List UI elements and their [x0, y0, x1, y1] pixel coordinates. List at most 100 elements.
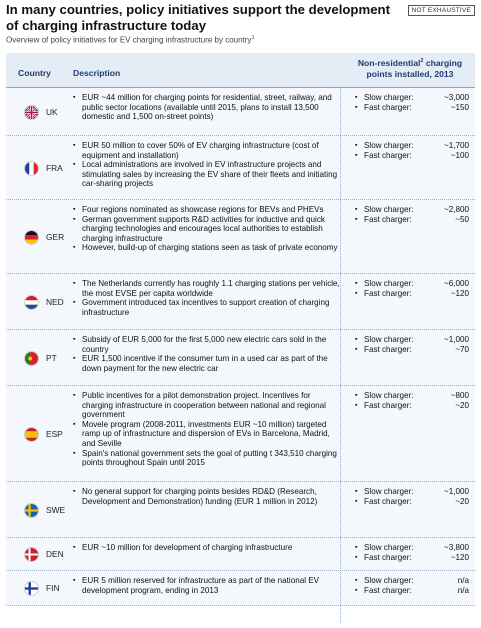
slow-charger-label: Slow charger:: [364, 487, 414, 496]
policy-bullet: The Netherlands currently has roughly 1.…: [73, 279, 343, 298]
table-row: PT Subsidy of EUR 5,000 for the first 5,0…: [6, 330, 475, 386]
policy-bullet: German government supports R&D activitie…: [73, 215, 343, 244]
slow-charger-label: Slow charger:: [364, 391, 414, 400]
column-divider: [340, 87, 341, 623]
table-row: SWE No general support for charging point…: [6, 482, 475, 538]
charging-points-list: Slow charger: n/a Fast charger: n/a: [355, 576, 473, 595]
slow-charger-label: Slow charger:: [364, 279, 414, 288]
country-code: DEN: [46, 549, 64, 559]
france-flag-icon: [24, 161, 39, 176]
fast-charger-label: Fast charger:: [364, 102, 412, 112]
table-row: GER Four regions nominated as showcase re…: [6, 200, 475, 274]
charging-points-list: Slow charger: ~2,800 Fast charger: ~50: [355, 205, 473, 224]
slow-charger-value: ~1,000: [444, 487, 469, 496]
policy-bullet: Movele program (2008-2011, investments E…: [73, 420, 343, 449]
slow-charger-item: Slow charger: n/a: [355, 576, 473, 586]
policy-bullet: Public incentives for a pilot demonstrat…: [73, 391, 343, 420]
fast-charger-value: ~120: [450, 288, 469, 298]
header-description: Description: [73, 68, 121, 78]
fast-charger-item: Fast charger: ~50: [355, 215, 473, 225]
page-title: In many countries, policy initiatives su…: [6, 2, 390, 33]
policy-description-list: Public incentives for a pilot demonstrat…: [73, 391, 343, 468]
country-code: FIN: [46, 583, 60, 593]
slow-charger-value: ~800: [450, 391, 469, 400]
policy-description-list: No general support for charging points b…: [73, 487, 343, 506]
fast-charger-item: Fast charger: ~120: [355, 553, 473, 563]
slow-charger-label: Slow charger:: [364, 576, 414, 585]
slow-charger-label: Slow charger:: [364, 93, 414, 102]
fast-charger-label: Fast charger:: [364, 552, 412, 562]
policy-bullet: Spain's national government sets the goa…: [73, 449, 343, 468]
country-code: UK: [46, 107, 58, 117]
policy-description-list: Subsidy of EUR 5,000 for the first 5,000…: [73, 335, 343, 373]
slow-charger-value: ~3,800: [444, 543, 469, 552]
header-points-a: Non-residential: [357, 57, 421, 68]
fast-charger-label: Fast charger:: [364, 496, 412, 506]
policy-bullet: Subsidy of EUR 5,000 for the first 5,000…: [73, 335, 343, 354]
charging-points-list: Slow charger: ~800 Fast charger: ~20: [355, 391, 473, 410]
policy-description-list: EUR 50 million to cover 50% of EV chargi…: [73, 141, 343, 189]
fast-charger-item: Fast charger: ~100: [355, 151, 473, 161]
policy-bullet: EUR 1,500 incentive if the consumer turn…: [73, 354, 343, 373]
fast-charger-value: ~70: [455, 344, 469, 354]
charging-points-list: Slow charger: ~1,000 Fast charger: ~70: [355, 335, 473, 354]
header-points-b: charging points installed, 2013: [366, 57, 463, 79]
netherlands-flag-icon: [24, 295, 39, 310]
slow-charger-item: Slow charger: ~1,700: [355, 141, 473, 151]
policy-bullet: However, build-up of charging stations s…: [73, 243, 343, 253]
denmark-flag-icon: [24, 547, 39, 562]
portugal-flag-icon: [24, 351, 39, 366]
charging-points-list: Slow charger: ~3,000 Fast charger: ~150: [355, 93, 473, 112]
fast-charger-value: ~100: [450, 150, 469, 160]
fast-charger-item: Fast charger: ~20: [355, 401, 473, 411]
policy-table: Country Description Non-residential2 cha…: [6, 53, 475, 606]
fast-charger-value: ~150: [450, 102, 469, 112]
table-row: UK EUR ~44 million for charging points fo…: [6, 88, 475, 136]
slow-charger-item: Slow charger: ~1,000: [355, 335, 473, 345]
fast-charger-item: Fast charger: ~150: [355, 103, 473, 113]
table-header: Country Description Non-residential2 cha…: [6, 53, 475, 88]
slow-charger-label: Slow charger:: [364, 141, 414, 150]
policy-bullet: EUR ~44 million for charging points for …: [73, 93, 343, 122]
fast-charger-value: ~50: [455, 214, 469, 224]
country-code: ESP: [46, 429, 63, 439]
charging-points-list: Slow charger: ~1,000 Fast charger: ~20: [355, 487, 473, 506]
spain-flag-icon: [24, 427, 39, 442]
slow-charger-value: n/a: [457, 576, 469, 585]
fast-charger-label: Fast charger:: [364, 344, 412, 354]
policy-bullet: EUR 5 million reserved for infrastructur…: [73, 576, 343, 595]
fast-charger-item: Fast charger: ~120: [355, 289, 473, 299]
finland-flag-icon: [24, 581, 39, 596]
slow-charger-value: ~1,700: [444, 141, 469, 150]
subtitle-footnote: 1: [251, 35, 255, 41]
fast-charger-value: ~120: [450, 552, 469, 562]
policy-bullet: No general support for charging points b…: [73, 487, 343, 506]
fast-charger-label: Fast charger:: [364, 585, 412, 595]
slow-charger-item: Slow charger: ~3,800: [355, 543, 473, 553]
policy-description-list: EUR ~44 million for charging points for …: [73, 93, 343, 122]
slow-charger-value: ~6,000: [444, 279, 469, 288]
slow-charger-item: Slow charger: ~800: [355, 391, 473, 401]
fast-charger-value: ~20: [455, 496, 469, 506]
fast-charger-label: Fast charger:: [364, 288, 412, 298]
country-code: FRA: [46, 163, 63, 173]
slow-charger-item: Slow charger: ~3,000: [355, 93, 473, 103]
country-code: SWE: [46, 505, 66, 515]
slow-charger-item: Slow charger: ~1,000: [355, 487, 473, 497]
country-code: NED: [46, 297, 64, 307]
country-code: PT: [46, 353, 57, 363]
fast-charger-value: n/a: [457, 585, 469, 595]
policy-description-list: The Netherlands currently has roughly 1.…: [73, 279, 343, 317]
policy-bullet: EUR ~10 million for development of charg…: [73, 543, 343, 553]
policy-bullet: Four regions nominated as showcase regio…: [73, 205, 343, 215]
fast-charger-label: Fast charger:: [364, 400, 412, 410]
fast-charger-item: Fast charger: ~70: [355, 345, 473, 355]
fast-charger-label: Fast charger:: [364, 150, 412, 160]
charging-points-list: Slow charger: ~3,800 Fast charger: ~120: [355, 543, 473, 562]
fast-charger-label: Fast charger:: [364, 214, 412, 224]
policy-bullet: Local administrations are involved in EV…: [73, 160, 343, 189]
slow-charger-value: ~3,000: [444, 93, 469, 102]
table-row: DEN EUR ~10 million for development of ch…: [6, 538, 475, 571]
table-row: NED The Netherlands currently has roughly…: [6, 274, 475, 330]
slow-charger-label: Slow charger:: [364, 335, 414, 344]
